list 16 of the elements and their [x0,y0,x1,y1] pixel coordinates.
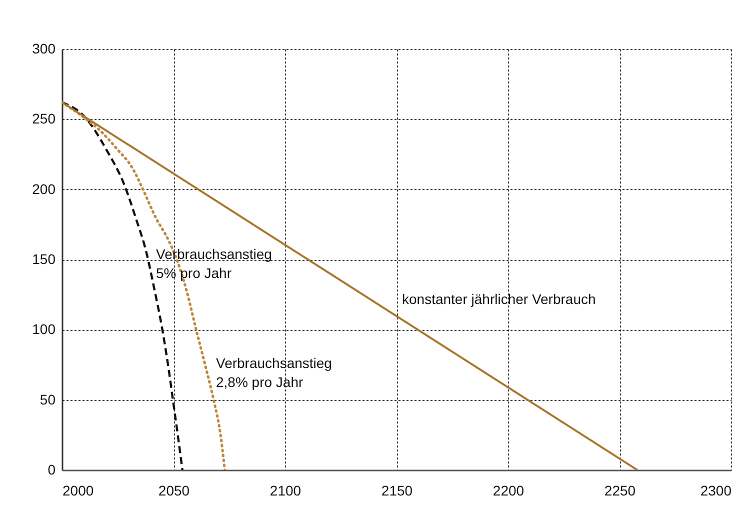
series-label: konstanter jährlicher Verbrauch [402,291,596,307]
x-tick-label: 2200 [492,482,524,498]
series-label: Verbrauchsanstieg 2,8% pro Jahr [216,355,332,390]
x-tick-label: 2100 [270,482,302,498]
y-tick-label: 150 [32,251,56,267]
x-tick-label: 2050 [158,482,190,498]
x-tick-label: 2250 [604,482,636,498]
y-tick-label: 50 [40,391,56,408]
x-tick-label: 2000 [62,482,94,498]
y-tick-label: 250 [32,110,56,127]
x-tick-label: 2300 [700,482,732,498]
y-tick-label: 200 [32,180,56,197]
y-tick-label: 300 [32,40,56,56]
y-tick-label: 100 [32,321,56,338]
x-tick-label: 2150 [381,482,413,498]
y-tick-label: 0 [48,462,56,478]
